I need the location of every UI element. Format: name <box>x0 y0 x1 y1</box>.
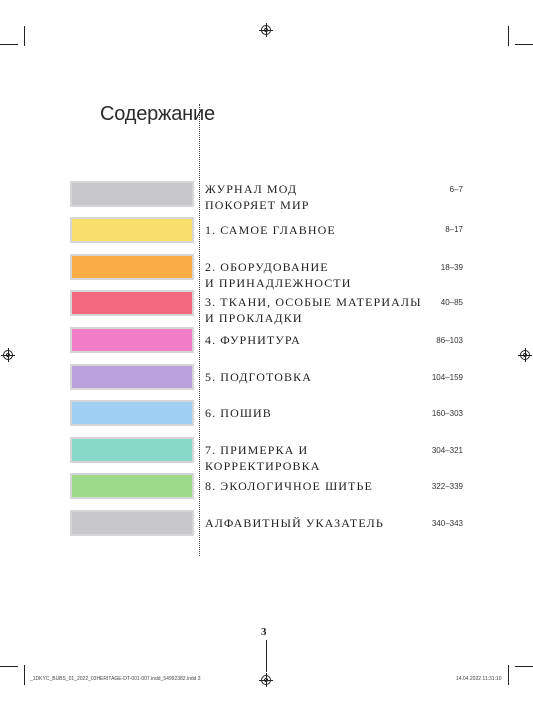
crop-mark <box>508 26 509 46</box>
toc-entry-pages: 322–339 <box>431 482 463 491</box>
crop-mark <box>0 666 18 667</box>
toc-entry-pages: 340–343 <box>431 519 463 528</box>
toc-entry-pages: 86–103 <box>436 336 463 345</box>
color-swatch <box>70 181 194 207</box>
toc-entry-title: 5. ПОДГОТОВКА <box>205 370 313 384</box>
color-swatch <box>70 400 194 426</box>
toc-entry-pages: 8–17 <box>445 225 463 234</box>
toc-entry-pages: 18–39 <box>440 263 463 272</box>
registration-mark-icon <box>1 348 15 362</box>
toc-entry[interactable]: 6. ПОШИВ 160–303 <box>0 400 533 426</box>
color-swatch <box>70 254 194 280</box>
toc-entry[interactable]: 2. ОБОРУДОВАНИЕ И ПРИНАДЛЕЖНОСТИ 18–39 <box>0 254 533 290</box>
print-slug-timestamp: 14.04.2022 11:31:10 <box>456 676 502 682</box>
dotted-divider <box>199 104 200 556</box>
toc-entry-title: 2. ОБОРУДОВАНИЕ И ПРИНАДЛЕЖНОСТИ <box>205 260 352 290</box>
toc-entry[interactable]: 7. ПРИМЕРКА И КОРРЕКТИРОВКА 304–321 <box>0 437 533 473</box>
toc-entry-title: 7. ПРИМЕРКА И КОРРЕКТИРОВКА <box>205 443 321 473</box>
page-number: 3 <box>261 626 267 638</box>
toc-entry-title: 6. ПОШИВ <box>205 406 272 420</box>
registration-mark-icon <box>518 348 532 362</box>
registration-mark-icon <box>259 673 273 687</box>
color-swatch <box>70 327 194 353</box>
toc-entry-pages: 104–159 <box>431 373 463 382</box>
color-swatch <box>70 437 194 463</box>
toc-entry-pages: 304–321 <box>431 446 463 455</box>
toc-entry[interactable]: 5. ПОДГОТОВКА 104–159 <box>0 364 533 390</box>
toc-entry-title: ЖУРНАЛ МОД ПОКОРЯЕТ МИР <box>205 182 310 212</box>
toc-entry-pages: 40–85 <box>440 298 463 307</box>
crop-mark <box>515 44 533 45</box>
toc-entry[interactable]: 4. ФУРНИТУРА 86–103 <box>0 327 533 353</box>
crop-mark <box>24 665 25 685</box>
toc-entry-title: 4. ФУРНИТУРА <box>205 333 301 347</box>
color-swatch <box>70 290 194 316</box>
page-number-line <box>266 640 267 672</box>
toc-entry-title: 1. САМОЕ ГЛАВНОЕ <box>205 223 336 237</box>
registration-mark-icon <box>259 23 273 37</box>
color-swatch <box>70 217 194 243</box>
toc-entry-pages: 6–7 <box>449 185 463 194</box>
print-slug: _1DKYC_BUBS_01_2022_03HERITAGE-DT-001-00… <box>30 676 201 682</box>
page-title: Содержание <box>100 103 215 125</box>
toc-entry[interactable]: АЛФАВИТНЫЙ УКАЗАТЕЛЬ 340–343 <box>0 510 533 536</box>
toc-entry[interactable]: 8. ЭКОЛОГИЧНОЕ ШИТЬЕ 322–339 <box>0 473 533 499</box>
crop-mark <box>508 665 509 685</box>
toc-entry[interactable]: 1. САМОЕ ГЛАВНОЕ 8–17 <box>0 217 533 243</box>
toc-entry[interactable]: ЖУРНАЛ МОД ПОКОРЯЕТ МИР 6–7 <box>0 181 533 212</box>
crop-mark <box>24 26 25 46</box>
toc-entry-title: АЛФАВИТНЫЙ УКАЗАТЕЛЬ <box>205 516 384 530</box>
toc-entry-title: 3. ТКАНИ, ОСОБЫЕ МАТЕРИАЛЫ И ПРОКЛАДКИ <box>205 295 422 325</box>
toc-entry-pages: 160–303 <box>431 409 463 418</box>
color-swatch <box>70 510 194 536</box>
color-swatch <box>70 364 194 390</box>
crop-mark <box>515 666 533 667</box>
crop-mark <box>0 44 18 45</box>
color-swatch <box>70 473 194 499</box>
toc-entry[interactable]: 3. ТКАНИ, ОСОБЫЕ МАТЕРИАЛЫ И ПРОКЛАДКИ 4… <box>0 290 533 325</box>
toc-entry-title: 8. ЭКОЛОГИЧНОЕ ШИТЬЕ <box>205 479 373 493</box>
